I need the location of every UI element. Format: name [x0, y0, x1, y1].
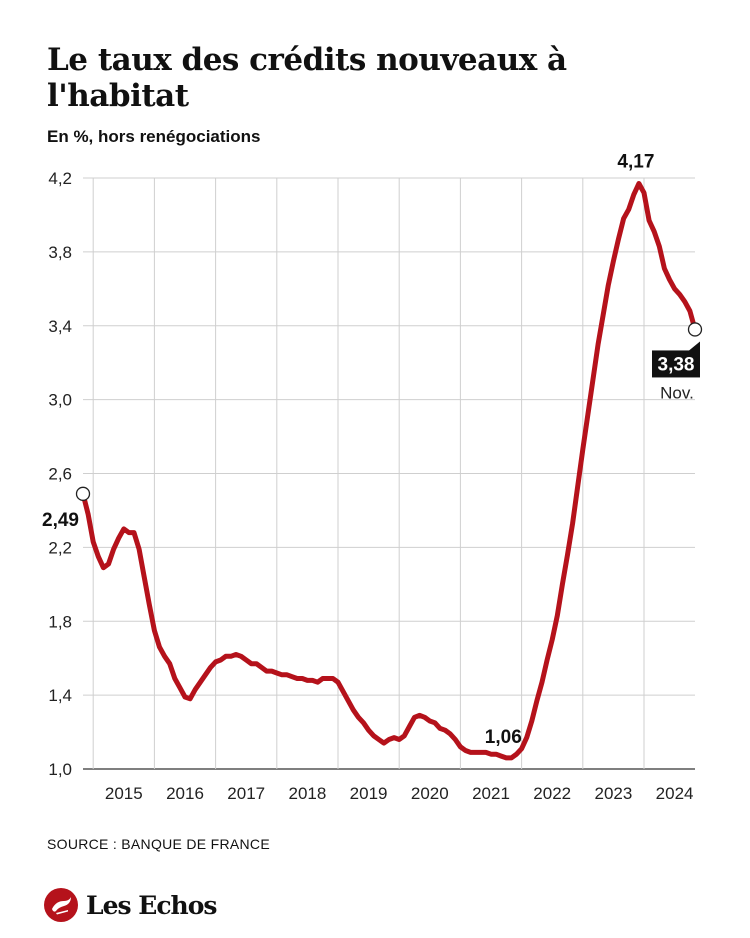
les-echos-logo-icon [44, 888, 78, 922]
x-tick-label: 2024 [656, 784, 694, 803]
y-tick-label: 3,8 [48, 243, 72, 262]
y-tick-label: 4,2 [48, 169, 72, 188]
start-point-marker [75, 486, 91, 501]
brand-name: Les Echos [86, 890, 217, 920]
y-tick-label: 1,8 [48, 612, 72, 631]
x-tick-label: 2023 [594, 784, 632, 803]
y-tick-label: 1,0 [48, 760, 72, 779]
x-tick-label: 2015 [105, 784, 143, 803]
end-value-box [652, 350, 700, 378]
x-tick-label: 2021 [472, 784, 510, 803]
min-value-label: 1,06 [485, 727, 522, 748]
end-value-label: 3,38 [658, 354, 695, 375]
chart-title: Le taux des crédits nouveaux à l'habitat [47, 42, 567, 114]
brand-logo: Les Echos [44, 888, 217, 922]
grid [83, 177, 695, 770]
end-point-marker [687, 322, 703, 337]
line-chart: 1,0 1,4 1,8 2,2 2,6 3,0 3,4 3,8 4,2 2015 2016 2017 2… [42, 152, 703, 803]
start-value-label: 2,49 [42, 510, 79, 531]
x-tick-label: 2019 [350, 784, 388, 803]
chart-subtitle: En %, hors renégociations [47, 127, 261, 146]
end-date-label: Nov. [660, 383, 694, 402]
series-line [80, 181, 698, 761]
x-tick-label: 2018 [288, 784, 326, 803]
source-note: SOURCE : BANQUE DE FRANCE [47, 836, 270, 852]
axis-labels: 1,0 1,4 1,8 2,2 2,6 3,0 3,4 3,8 4,2 2015 2016 2017 2… [48, 169, 693, 803]
x-tick-label: 2022 [533, 784, 571, 803]
x-tick-label: 2017 [227, 784, 265, 803]
y-tick-label: 2,6 [48, 465, 72, 484]
end-value-pointer [689, 341, 700, 351]
y-tick-label: 3,0 [48, 391, 72, 410]
x-tick-label: 2016 [166, 784, 204, 803]
y-tick-label: 3,4 [48, 317, 72, 336]
y-tick-label: 1,4 [48, 686, 72, 705]
y-tick-label: 2,2 [48, 538, 72, 557]
max-value-label: 4,17 [617, 152, 654, 173]
annotations: 2,49 1,06 4,17 3,38 Nov. [42, 152, 703, 748]
x-tick-label: 2020 [411, 784, 449, 803]
